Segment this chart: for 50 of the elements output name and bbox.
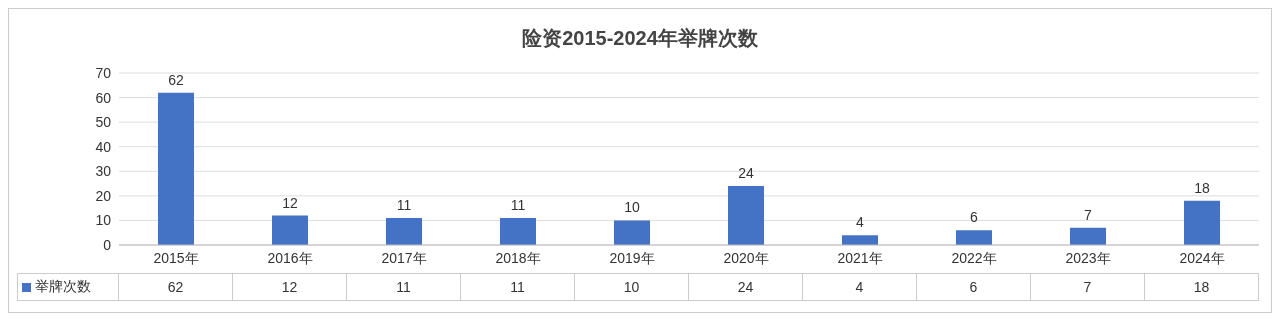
x-tick-label: 2021年 bbox=[837, 249, 883, 266]
data-label: 12 bbox=[281, 279, 298, 295]
y-tick-label: 70 bbox=[95, 64, 112, 81]
annotation: 18 bbox=[1194, 179, 1210, 196]
x-tick-label: 2019年 bbox=[609, 249, 655, 266]
x-tick-label: 2016年 bbox=[267, 249, 313, 266]
data-label: 11 bbox=[510, 279, 525, 295]
chart-title: 险资2015-2024年举牌次数 bbox=[521, 26, 759, 51]
y-tick-label: 50 bbox=[95, 114, 112, 131]
y-tick-label: 40 bbox=[95, 138, 112, 155]
y-tick-label: 20 bbox=[95, 187, 112, 204]
data-label: 24 bbox=[737, 279, 754, 295]
x-tick-label: 2020年 bbox=[723, 249, 769, 266]
bar bbox=[842, 235, 878, 245]
bar bbox=[728, 186, 764, 245]
y-tick-label: 0 bbox=[103, 236, 112, 253]
x-tick-label: 2023年 bbox=[1065, 249, 1111, 266]
y-tick-label: 30 bbox=[95, 163, 112, 180]
annotation: 4 bbox=[856, 214, 865, 231]
annotation: 10 bbox=[624, 199, 640, 216]
bar bbox=[158, 92, 194, 245]
annotation: 12 bbox=[282, 194, 298, 211]
annotation: 11 bbox=[510, 196, 526, 213]
bar bbox=[1184, 200, 1220, 245]
annotation: 11 bbox=[396, 196, 412, 213]
y-tick-label: 60 bbox=[95, 89, 112, 106]
data-label: 10 bbox=[623, 279, 640, 295]
x-tick-label: 2017年 bbox=[381, 249, 427, 266]
annotation: 24 bbox=[738, 165, 754, 182]
data-label: 7 bbox=[1083, 279, 1092, 295]
data-label: 11 bbox=[396, 279, 411, 295]
legend-label: 举牌次数 bbox=[35, 278, 91, 296]
x-tick-label: 2015年 bbox=[153, 249, 199, 266]
annotation: 6 bbox=[970, 209, 979, 226]
x-tick-label: 2018年 bbox=[495, 249, 541, 266]
bar bbox=[386, 217, 422, 245]
bar bbox=[956, 230, 992, 245]
bar bbox=[614, 220, 650, 245]
y-tick-label: 10 bbox=[95, 212, 112, 229]
bar bbox=[272, 215, 308, 245]
data-label: 18 bbox=[1193, 279, 1210, 295]
x-tick-label: 2024年 bbox=[1179, 249, 1225, 266]
x-tick-label: 2022年 bbox=[951, 249, 997, 266]
data-label: 6 bbox=[969, 279, 978, 295]
annotation: 62 bbox=[168, 71, 184, 88]
bar bbox=[500, 217, 536, 245]
bar bbox=[1070, 227, 1106, 245]
data-label: 62 bbox=[167, 279, 184, 295]
annotation: 7 bbox=[1084, 206, 1093, 223]
data-label: 4 bbox=[855, 279, 864, 295]
